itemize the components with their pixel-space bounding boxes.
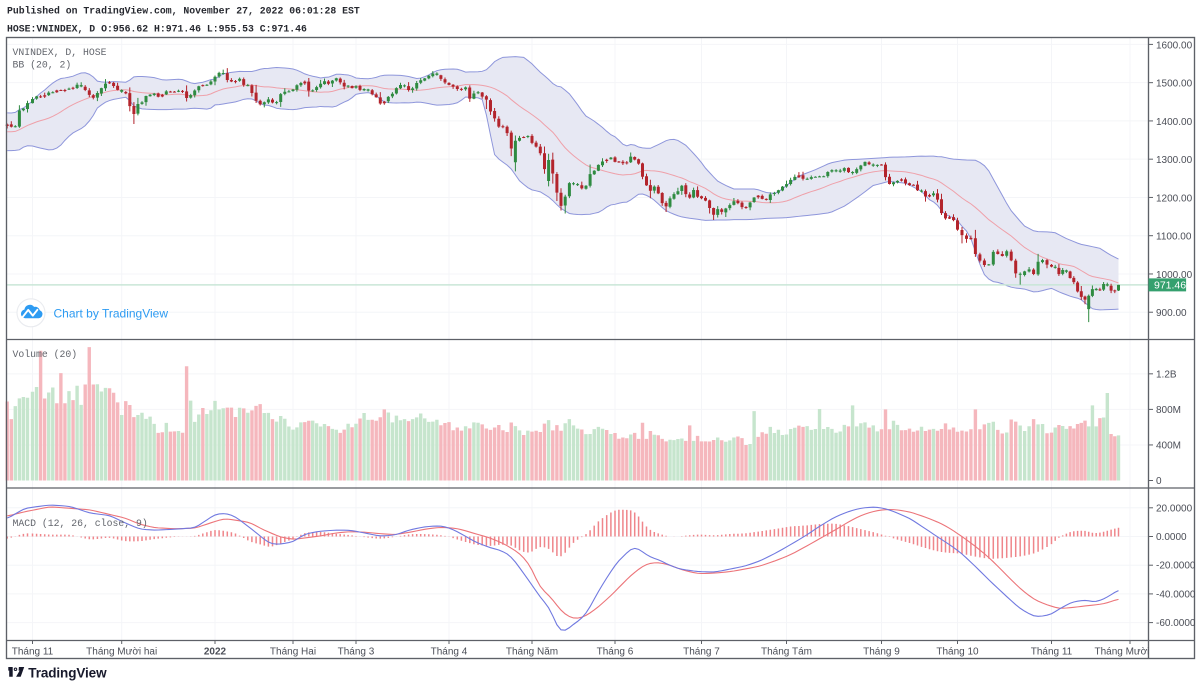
svg-text:971.46: 971.46 [1154,280,1186,292]
svg-text:Tháng 9: Tháng 9 [863,647,900,658]
svg-text:Tháng Mười hai: Tháng Mười hai [86,647,157,658]
svg-text:1100.00: 1100.00 [1156,232,1192,243]
svg-text:BB (20, 2): BB (20, 2) [13,60,72,71]
svg-text:Published on TradingView.com,: Published on TradingView.com, November 2… [7,6,360,17]
svg-text:20.0000: 20.0000 [1156,503,1193,514]
svg-text:Tháng Tám: Tháng Tám [761,647,812,658]
svg-text:MACD (12, 26, close, 9): MACD (12, 26, close, 9) [13,518,148,529]
svg-text:Volume (20): Volume (20) [13,349,78,360]
svg-text:Tháng 7: Tháng 7 [683,647,720,658]
svg-text:Tháng Mười hai: Tháng Mười hai [1094,647,1165,658]
svg-text:TradingView: TradingView [28,666,107,681]
svg-text:-20.0000: -20.0000 [1156,561,1196,572]
svg-text:Tháng Hai: Tháng Hai [270,647,316,658]
svg-text:2022: 2022 [204,647,227,658]
svg-text:Tháng 10: Tháng 10 [936,647,979,658]
svg-text:0: 0 [1156,476,1162,487]
svg-text:Tháng 11: Tháng 11 [1031,647,1073,658]
svg-text:Tháng 11: Tháng 11 [12,647,54,658]
svg-text:1.2B: 1.2B [1156,369,1177,380]
svg-text:1400.00: 1400.00 [1156,117,1193,128]
svg-text:Chart by TradingView: Chart by TradingView [54,307,169,321]
svg-text:Tháng 6: Tháng 6 [597,647,634,658]
svg-text:1000.00: 1000.00 [1156,270,1193,281]
svg-text:Tháng Năm: Tháng Năm [506,647,558,658]
svg-text:0.0000: 0.0000 [1156,532,1187,543]
svg-text:-60.0000: -60.0000 [1156,618,1196,629]
svg-text:900.00: 900.00 [1156,308,1187,319]
svg-text:1500.00: 1500.00 [1156,79,1193,90]
svg-text:Tháng 3: Tháng 3 [338,647,375,658]
svg-text:1600.00: 1600.00 [1156,40,1193,51]
svg-text:HOSE:VNINDEX, D O:956.62 H:971: HOSE:VNINDEX, D O:956.62 H:971.46 L:955.… [7,24,307,35]
svg-text:Tháng 4: Tháng 4 [431,647,468,658]
svg-text:800M: 800M [1156,405,1181,416]
svg-text:1200.00: 1200.00 [1156,193,1193,204]
svg-text:-40.0000: -40.0000 [1156,589,1196,600]
svg-text:VNINDEX, D, HOSE: VNINDEX, D, HOSE [13,47,107,58]
svg-text:400M: 400M [1156,440,1181,451]
svg-text:1300.00: 1300.00 [1156,155,1193,166]
